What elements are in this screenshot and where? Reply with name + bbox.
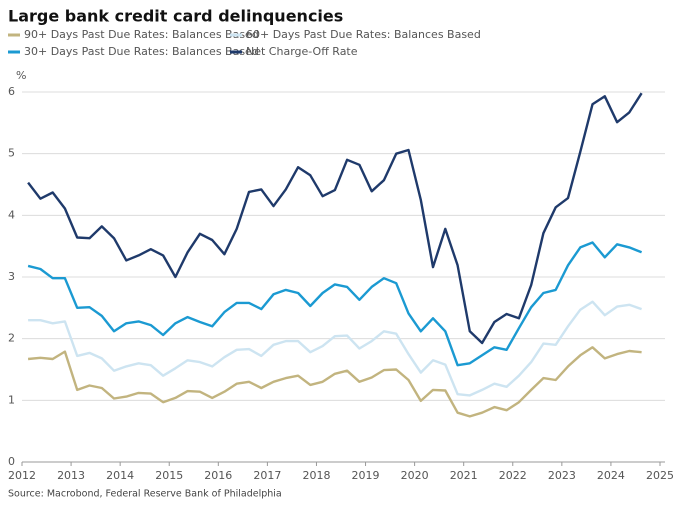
- line-series: [27, 241, 643, 367]
- x-tick-label: 2013: [57, 469, 85, 482]
- y-tick-label: 1: [8, 393, 15, 406]
- legend-label: 60+ Days Past Due Rates: Balances Based: [246, 28, 481, 41]
- x-tick-label: 2018: [302, 469, 330, 482]
- line-series: [28, 300, 642, 397]
- legend-label: 90+ Days Past Due Rates: Balances Based: [24, 28, 259, 41]
- x-tick-label: 2016: [204, 469, 232, 482]
- line-series: [27, 346, 642, 418]
- x-tick-label: 2022: [499, 469, 527, 482]
- x-tick-label: 2021: [450, 469, 478, 482]
- y-axis-label: %: [16, 69, 26, 82]
- x-tick-label: 2025: [646, 469, 674, 482]
- y-tick-label: 0: [8, 455, 15, 468]
- legend-label: 30+ Days Past Due Rates: Balances Based: [24, 45, 259, 58]
- y-tick-label: 5: [8, 147, 15, 160]
- line-series: [27, 92, 643, 345]
- x-tick-label: 2024: [597, 469, 625, 482]
- x-tick-label: 2012: [8, 469, 36, 482]
- legend-label: Net Charge-Off Rate: [246, 45, 358, 58]
- x-tick-label: 2020: [401, 469, 429, 482]
- y-tick-label: 4: [8, 208, 15, 221]
- y-tick-label: 2: [8, 332, 15, 345]
- x-tick-label: 2023: [548, 469, 576, 482]
- chart-title: Large bank credit card delinquencies: [8, 7, 343, 26]
- y-tick-label: 3: [8, 270, 15, 283]
- x-tick-label: 2017: [253, 469, 281, 482]
- x-tick-label: 2019: [352, 469, 380, 482]
- y-tick-label: 6: [8, 85, 15, 98]
- x-tick-label: 2015: [155, 469, 183, 482]
- source: Source: Macrobond, Federal Reserve Bank …: [8, 489, 282, 500]
- x-tick-label: 2014: [106, 469, 134, 482]
